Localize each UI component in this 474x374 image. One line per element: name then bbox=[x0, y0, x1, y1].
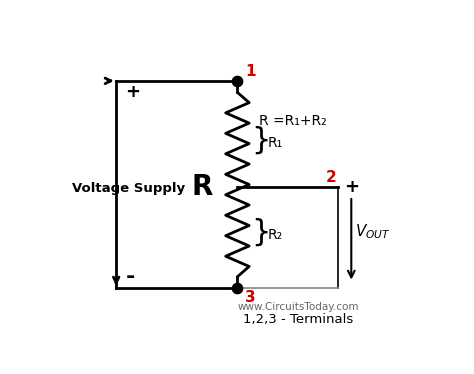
Text: R₂: R₂ bbox=[267, 228, 283, 242]
Text: }: } bbox=[251, 125, 271, 154]
Text: 1,2,3 - Terminals: 1,2,3 - Terminals bbox=[243, 313, 353, 325]
Point bbox=[234, 78, 241, 84]
Text: 1: 1 bbox=[246, 64, 256, 79]
Text: Voltage Supply: Voltage Supply bbox=[72, 183, 185, 195]
Point bbox=[234, 285, 241, 291]
Text: www.CircuitsToday.com: www.CircuitsToday.com bbox=[237, 302, 359, 312]
Text: 3: 3 bbox=[246, 290, 256, 305]
Text: R =R₁+R₂: R =R₁+R₂ bbox=[259, 114, 327, 128]
Text: 2: 2 bbox=[326, 169, 337, 184]
Text: R: R bbox=[192, 174, 213, 202]
Text: $\mathit{V}_{OUT}$: $\mathit{V}_{OUT}$ bbox=[355, 223, 391, 242]
Text: +: + bbox=[344, 178, 359, 196]
Text: }: } bbox=[251, 218, 271, 246]
Text: -: - bbox=[125, 267, 135, 287]
Text: R₁: R₁ bbox=[267, 136, 283, 150]
Text: +: + bbox=[125, 83, 140, 101]
